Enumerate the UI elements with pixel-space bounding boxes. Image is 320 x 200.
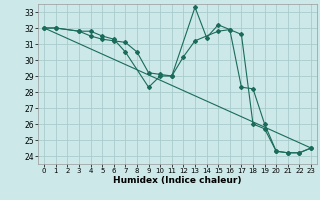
- X-axis label: Humidex (Indice chaleur): Humidex (Indice chaleur): [113, 176, 242, 185]
